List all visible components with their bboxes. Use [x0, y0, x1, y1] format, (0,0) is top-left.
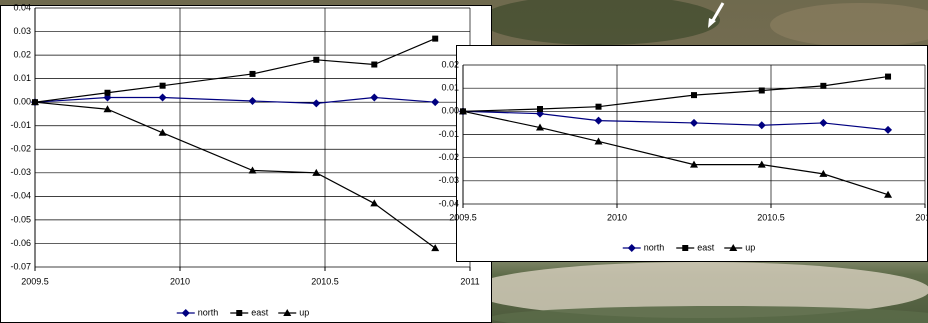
y-tick-label: -0.06 — [10, 238, 31, 248]
y-tick-label: 0.02 — [13, 49, 31, 59]
marker — [313, 57, 319, 63]
x-tick-label: 2009.5 — [21, 276, 49, 286]
x-tick-label: 2011 — [460, 276, 479, 286]
x-tick-label: 2010 — [170, 276, 190, 286]
legend-label: east — [251, 307, 269, 317]
x-tick-label: 2010.5 — [311, 276, 339, 286]
y-tick-label: -0.04 — [438, 198, 459, 208]
screenshot: 0.04 0.03 0.02 0.01 0.00 -0.01 -0.02 -0.03 -0.04… — [0, 0, 928, 323]
marker — [105, 90, 111, 96]
y-tick-label: -0.01 — [10, 120, 31, 130]
chart: 0.02 0.01 0.00 -0.01 -0.02 -0.03 -0.04 2009.5 20… — [438, 46, 928, 262]
y-tick-label: 0.00 — [13, 97, 31, 107]
legend-label: up — [299, 307, 309, 317]
marker — [596, 104, 602, 110]
chart-frame — [1, 6, 492, 323]
marker — [759, 87, 765, 93]
legend-label: up — [745, 242, 755, 252]
y-tick-label: -0.03 — [438, 175, 459, 185]
marker — [885, 74, 891, 80]
legend-marker — [236, 310, 242, 316]
marker — [371, 62, 377, 68]
y-tick-label: -0.02 — [438, 152, 459, 162]
y-tick-label: 0.02 — [441, 59, 459, 69]
y-tick-label: 0.01 — [441, 83, 459, 93]
marker — [250, 71, 256, 77]
y-tick-label: -0.07 — [10, 261, 31, 271]
x-tick-label: 2010 — [607, 212, 627, 222]
marker — [537, 106, 543, 112]
y-tick-label: 0.01 — [13, 73, 31, 83]
marker — [820, 83, 826, 89]
legend-label: east — [697, 242, 715, 252]
y-tick-label: 0.00 — [441, 106, 459, 116]
y-tick-label: -0.01 — [438, 129, 459, 139]
y-tick-label: 0.04 — [13, 2, 31, 12]
y-tick-label: -0.05 — [10, 214, 31, 224]
legend-marker — [682, 245, 688, 251]
marker — [691, 92, 697, 98]
page: {"chart_data": [ {"type": "line", "x": [… — [0, 0, 928, 323]
legend-label: north — [644, 242, 665, 252]
x-tick-label: 2010.5 — [757, 212, 785, 222]
legend-label: north — [198, 307, 219, 317]
x-tick-label: 2011 — [915, 212, 928, 222]
y-tick-label: -0.03 — [10, 167, 31, 177]
y-tick-label: -0.04 — [10, 191, 31, 201]
x-tick-label: 2009.5 — [449, 212, 477, 222]
marker — [432, 36, 438, 42]
y-tick-label: -0.02 — [10, 144, 31, 154]
y-tick-label: 0.03 — [13, 26, 31, 36]
chart-frame — [457, 46, 928, 262]
marker — [160, 83, 166, 89]
chart: 0.04 0.03 0.02 0.01 0.00 -0.01 -0.02 -0.03 -0.04… — [1, 2, 492, 322]
